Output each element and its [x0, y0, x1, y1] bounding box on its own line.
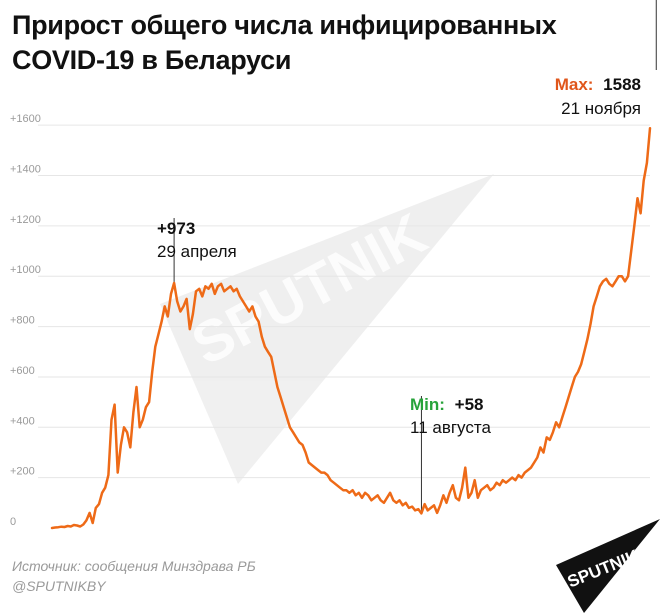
y-tick-label: +1400 — [10, 164, 41, 176]
peak-value: +973 — [157, 219, 195, 238]
y-tick-label: 0 — [10, 516, 16, 528]
series-line — [50, 126, 652, 530]
y-tick-label: +1000 — [10, 264, 41, 276]
annotation-max: Max: 1588 21 ноября — [555, 75, 641, 118]
max-value: 1588 — [603, 75, 641, 94]
y-tick-label: +600 — [10, 365, 35, 377]
svg-text:Min: +58: Min: +58 — [410, 395, 484, 414]
min-value: +58 — [455, 395, 484, 414]
y-tick-label: +800 — [10, 315, 35, 327]
min-prefix: Min: — [410, 395, 445, 414]
watermark: SPUTNIK — [160, 174, 494, 484]
y-tick-label: +400 — [10, 415, 35, 427]
y-tick-label: +1200 — [10, 214, 41, 226]
max-date: 21 ноября — [561, 99, 641, 118]
chart-title: Прирост общего числа инфицированных COVI… — [12, 10, 557, 75]
source-block: Источник: сообщения Минздрава РБ @SPUTNI… — [12, 556, 256, 596]
max-prefix: Max: — [555, 75, 594, 94]
source-text: Источник: сообщения Минздрава РБ — [12, 558, 256, 574]
sputnik-logo: SPUTNIK — [556, 519, 660, 613]
y-tick-label: +200 — [10, 466, 35, 478]
social-handle: @SPUTNIKBY — [12, 578, 106, 594]
y-axis-ticks: 0 +200 +400 +600 +800 +1000 +1200 +1400 +1600 — [10, 113, 41, 528]
svg-text:Max: 1588: Max: 1588 — [555, 75, 641, 94]
annotation-markers — [173, 0, 657, 514]
min-date: 11 августа — [410, 418, 491, 437]
series-group — [50, 126, 652, 530]
peak-date: 29 апреля — [157, 242, 237, 261]
y-tick-label: +1600 — [10, 113, 41, 125]
annotation-min: Min: +58 11 августа — [410, 395, 491, 437]
annotation-peak: +973 29 апреля — [157, 219, 237, 261]
